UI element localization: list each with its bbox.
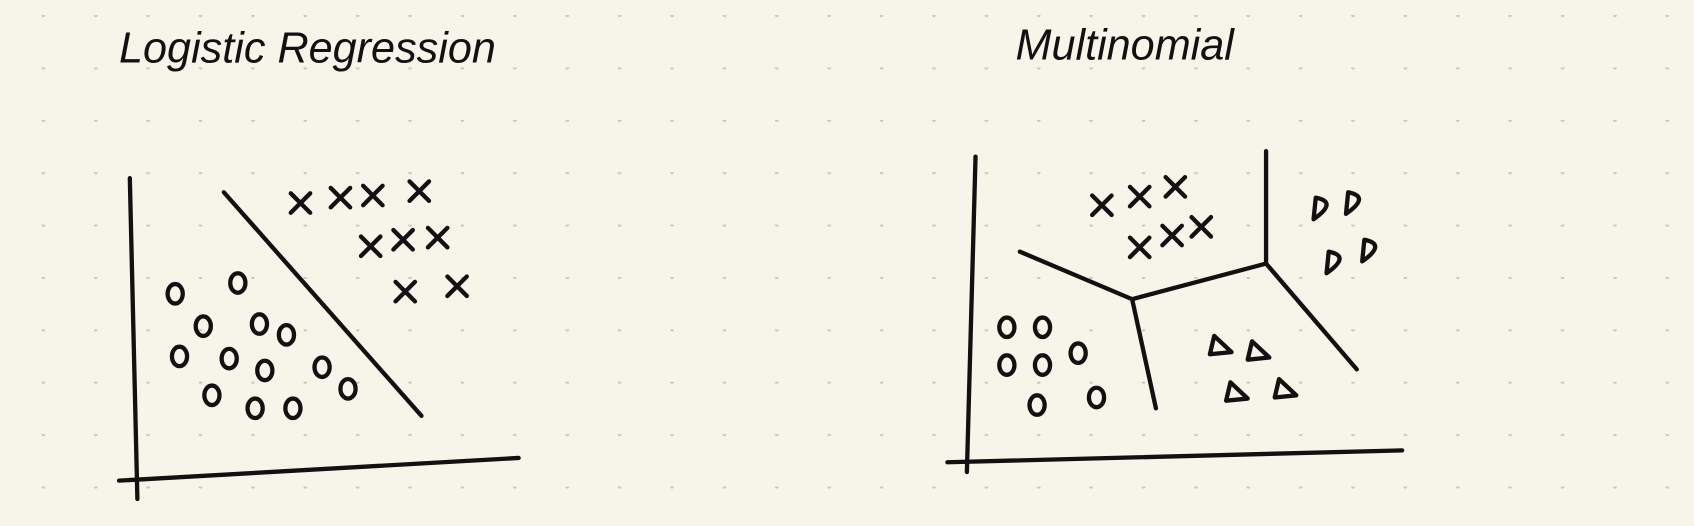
cross-marker	[1127, 235, 1152, 260]
y-axis	[127, 176, 140, 502]
y-axis	[964, 154, 978, 475]
circle-marker	[1086, 385, 1107, 410]
cross-marker	[445, 274, 469, 299]
cross-marker	[393, 279, 418, 304]
triangle-marker	[1272, 376, 1299, 400]
circle-marker	[219, 346, 239, 371]
circle-marker	[1032, 315, 1053, 340]
cross-marker	[391, 227, 415, 252]
multinomial-sketch	[945, 149, 1405, 475]
circle-marker	[249, 312, 270, 336]
cross-marker	[288, 191, 313, 215]
circle-marker	[338, 376, 358, 401]
cross-marker	[360, 183, 385, 208]
decision-boundaries	[1017, 149, 1359, 411]
cross-marker	[425, 225, 450, 250]
triangle-marker	[1207, 333, 1234, 357]
circle-marker	[1032, 353, 1053, 377]
decision-boundary	[221, 190, 424, 418]
d-marker	[1311, 195, 1329, 222]
cross-marker	[328, 185, 353, 210]
circle-marker	[165, 281, 185, 306]
circle-marker	[255, 358, 275, 383]
cross-marker	[1189, 214, 1214, 239]
cross-marker	[1160, 223, 1184, 248]
cross-marker	[1090, 193, 1114, 218]
circle-marker	[997, 353, 1017, 377]
d-marker	[1360, 237, 1378, 264]
circle-marker	[276, 322, 297, 347]
d-marker	[1343, 190, 1362, 217]
circle-marker	[228, 271, 248, 295]
circle-marker	[1027, 393, 1047, 417]
cross-marker	[358, 234, 383, 259]
cross-marker	[1163, 174, 1188, 199]
panel-title: Logistic Regression	[119, 25, 496, 73]
x-axis	[116, 455, 521, 483]
circle-marker	[1068, 341, 1088, 366]
circle-marker	[202, 383, 222, 408]
d-marker	[1324, 249, 1342, 276]
circle-marker	[169, 344, 190, 369]
circle-marker	[283, 396, 303, 421]
panel-title: Multinomial	[1015, 21, 1235, 69]
triangle-marker	[1245, 339, 1272, 362]
triangle-marker	[1223, 380, 1250, 403]
circle-marker	[193, 314, 213, 339]
circle-marker	[312, 355, 332, 380]
cross-marker	[1127, 184, 1152, 209]
circle-marker	[245, 396, 265, 421]
x-axis	[945, 448, 1405, 465]
circle-marker	[997, 315, 1017, 340]
logistic-sketch	[116, 176, 521, 502]
cross-marker	[407, 179, 432, 204]
